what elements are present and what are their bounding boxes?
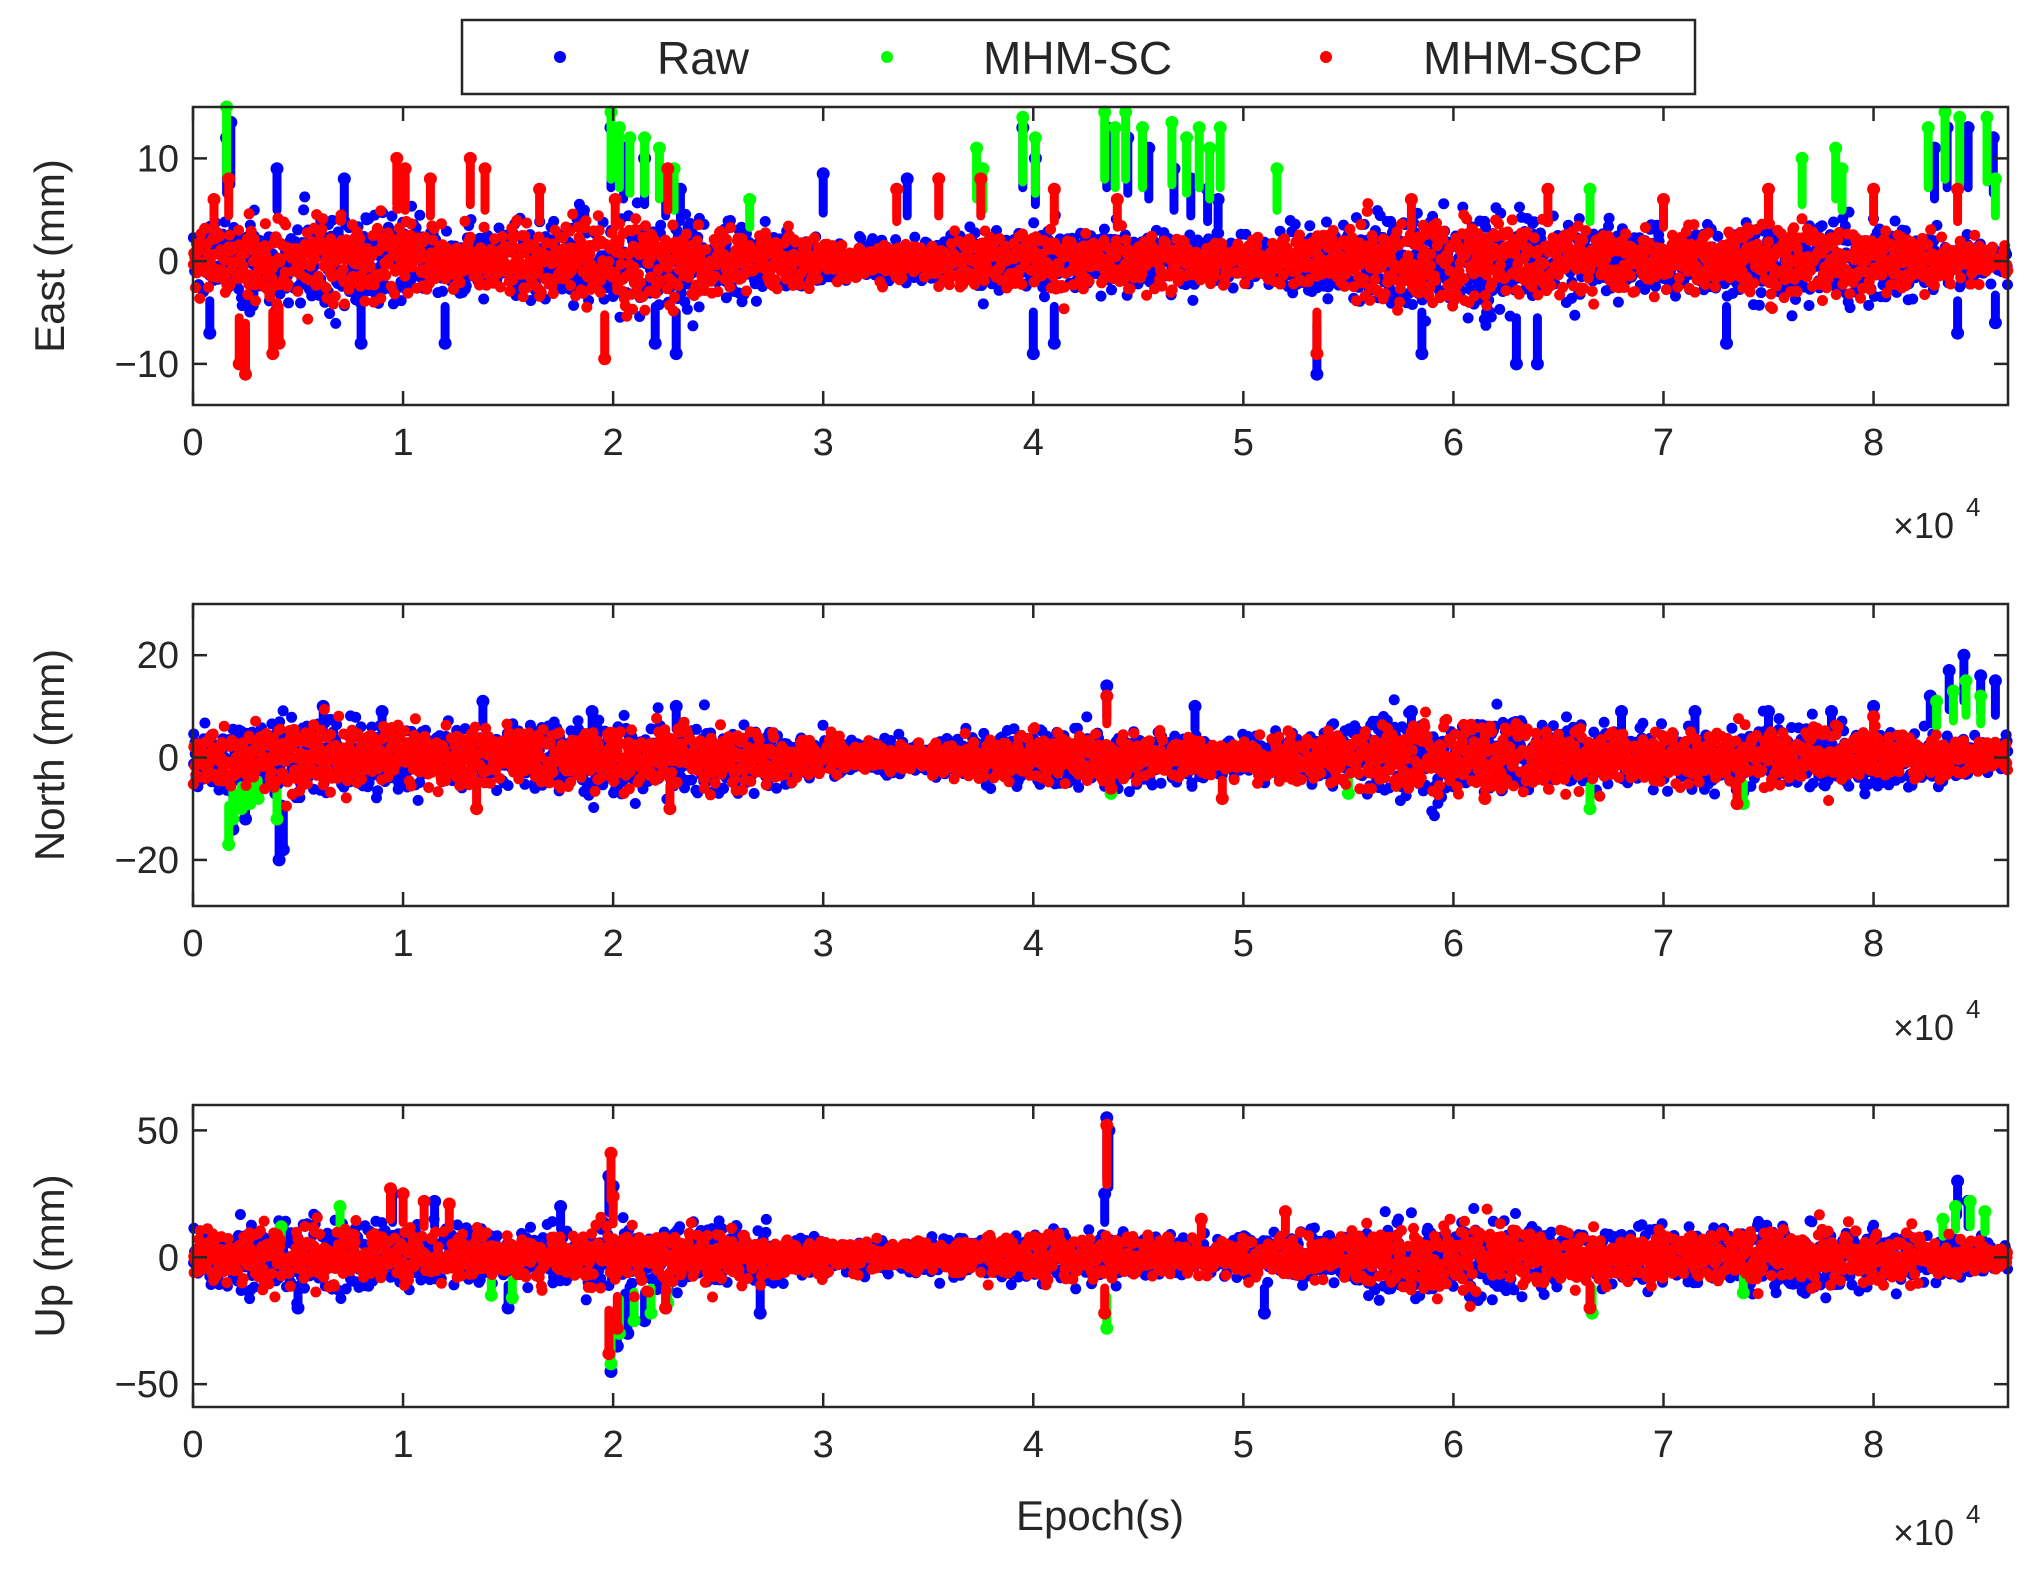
x-exponent-base-east: ×10 [1893,505,1954,546]
legend-marker-raw [554,51,566,63]
x-tick-label-north-0: 0 [182,923,203,965]
legend-marker-mhm-sc [881,51,893,63]
legend: Raw MHM-SC MHM-SCP [460,18,1697,96]
legend-label-mhm-sc: MHM-SC [983,32,1172,84]
x-exponent-base-north: ×10 [1893,1007,1954,1048]
plot-area-east [187,100,2014,381]
y-tick-label-up-2: 50 [137,1110,179,1152]
x-tick-label-up-4: 4 [1023,1424,1044,1466]
series-mhm-scp-east [187,151,2014,381]
x-tick-label-east-7: 7 [1653,422,1674,464]
x-tick-label-up-2: 2 [603,1424,624,1466]
x-tick-label-up-5: 5 [1233,1424,1254,1466]
x-tick-label-north-8: 8 [1863,923,1884,965]
x-tick-label-north-2: 2 [603,923,624,965]
x-tick-label-east-1: 1 [392,422,413,464]
x-exponent-east: ×10 4 [1893,492,1980,546]
x-tick-label-east-4: 4 [1023,422,1044,464]
x-tick-label-east-8: 8 [1863,422,1884,464]
x-exponent-power-east: 4 [1966,492,1980,522]
x-tick-label-east-5: 5 [1233,422,1254,464]
x-tick-label-east-0: 0 [182,422,203,464]
x-tick-label-north-3: 3 [813,923,834,965]
y-tick-label-east-2: 10 [137,138,179,180]
y-tick-label-east-1: 0 [158,241,179,283]
x-tick-label-up-6: 6 [1443,1424,1464,1466]
x-tick-label-north-7: 7 [1653,923,1674,965]
x-tick-label-up-0: 0 [182,1424,203,1466]
y-axis-label-east: East (mm) [26,159,73,353]
x-tick-label-north-1: 1 [392,923,413,965]
x-exponent-base-up: ×10 [1893,1512,1954,1553]
x-exponent-north: ×10 4 [1893,994,1980,1048]
x-tick-label-up-8: 8 [1863,1424,1884,1466]
legend-marker-mhm-scp [1320,51,1332,63]
y-tick-label-north-0: −20 [115,840,179,882]
axes-frame-up [191,1103,2010,1409]
x-tick-label-north-4: 4 [1023,923,1044,965]
plot-area-north [187,648,2014,867]
axes-frame-east [191,105,2010,407]
x-tick-label-up-3: 3 [813,1424,834,1466]
x-tick-label-east-2: 2 [603,422,624,464]
y-tick-label-north-2: 20 [137,635,179,677]
y-tick-label-east-0: −10 [115,344,179,386]
x-tick-label-up-1: 1 [392,1424,413,1466]
x-exponent-power-north: 4 [1966,994,1980,1024]
x-tick-label-north-5: 5 [1233,923,1254,965]
y-tick-label-north-1: 0 [158,738,179,780]
x-tick-label-north-6: 6 [1443,923,1464,965]
y-tick-label-up-0: −50 [115,1364,179,1406]
x-exponent-up: ×10 4 [1893,1499,1980,1553]
x-tick-label-east-6: 6 [1443,422,1464,464]
plot-area-up [188,1111,2014,1378]
x-tick-label-east-3: 3 [813,422,834,464]
legend-box [460,18,1697,96]
x-exponent-power-up: 4 [1966,1499,1980,1529]
x-tick-label-up-7: 7 [1653,1424,1674,1466]
legend-label-raw: Raw [657,32,750,84]
axes-frame-north [191,602,2010,908]
y-axis-label-up: Up (mm) [26,1174,73,1337]
y-axis-label-north: North (mm) [26,649,73,861]
legend-label-mhm-scp: MHM-SCP [1423,32,1643,84]
y-tick-label-up-1: 0 [158,1237,179,1279]
x-axis-label: Epoch(s) [1016,1492,1184,1539]
